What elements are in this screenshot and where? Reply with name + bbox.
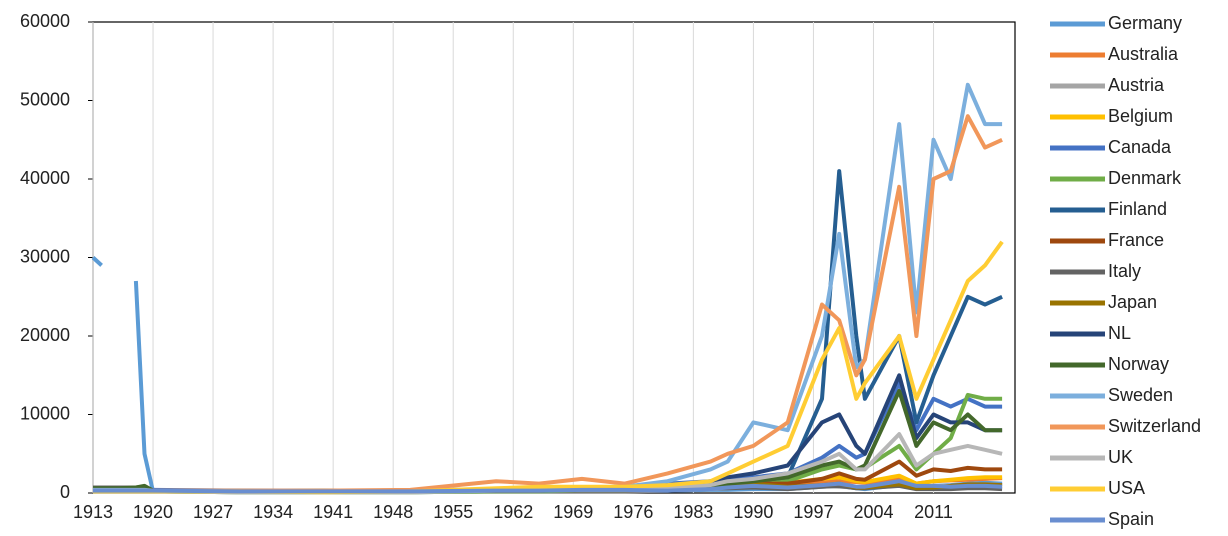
series-line xyxy=(93,388,1003,494)
legend-label: Belgium xyxy=(1108,106,1173,126)
y-tick-label: 30000 xyxy=(20,246,70,266)
legend-label: USA xyxy=(1108,478,1145,498)
y-tick-label: 60000 xyxy=(20,11,70,31)
legend-label: Switzerland xyxy=(1108,416,1201,436)
x-tick-label: 1955 xyxy=(433,502,473,522)
legend-label: Finland xyxy=(1108,199,1167,219)
series-line xyxy=(93,479,1003,494)
x-tick-label: 1969 xyxy=(553,502,593,522)
x-tick-label: 1962 xyxy=(493,502,533,522)
y-tick-label: 40000 xyxy=(20,168,70,188)
legend-label: Denmark xyxy=(1108,168,1182,188)
y-tick-label: 50000 xyxy=(20,89,70,109)
series-line xyxy=(93,169,1003,494)
legend-label: UK xyxy=(1108,447,1133,467)
legend-label: NL xyxy=(1108,323,1131,343)
x-tick-label: 1983 xyxy=(673,502,713,522)
x-tick-label: 1948 xyxy=(373,502,413,522)
legend-label: Australia xyxy=(1108,44,1179,64)
x-tick-label: 2004 xyxy=(853,502,893,522)
x-tick-label: 1990 xyxy=(733,502,773,522)
x-tick-label: 1913 xyxy=(73,502,113,522)
x-tick-label: 1976 xyxy=(613,502,653,522)
series-line xyxy=(93,82,1003,494)
x-tick-label: 2011 xyxy=(914,502,953,522)
x-tick-label: 1934 xyxy=(253,502,293,522)
series-line xyxy=(93,114,1003,493)
y-tick-label: 20000 xyxy=(20,325,70,345)
x-tick-label: 1920 xyxy=(133,502,173,522)
legend-label: Austria xyxy=(1108,75,1165,95)
x-tick-label: 1997 xyxy=(793,502,833,522)
x-tick-label: 1941 xyxy=(313,502,353,522)
x-tick-label: 1927 xyxy=(193,502,233,522)
legend-label: Sweden xyxy=(1108,385,1173,405)
y-tick-label: 0 xyxy=(60,482,70,502)
legend-label: Norway xyxy=(1108,354,1169,374)
legend-label: France xyxy=(1108,230,1164,250)
legend-label: Germany xyxy=(1108,13,1182,33)
legend-label: Canada xyxy=(1108,137,1172,157)
series-line xyxy=(91,256,1003,495)
y-tick-label: 10000 xyxy=(20,403,70,423)
legend-label: Japan xyxy=(1108,292,1157,312)
legend-label: Italy xyxy=(1108,261,1141,281)
legend-label: Spain xyxy=(1108,509,1154,529)
